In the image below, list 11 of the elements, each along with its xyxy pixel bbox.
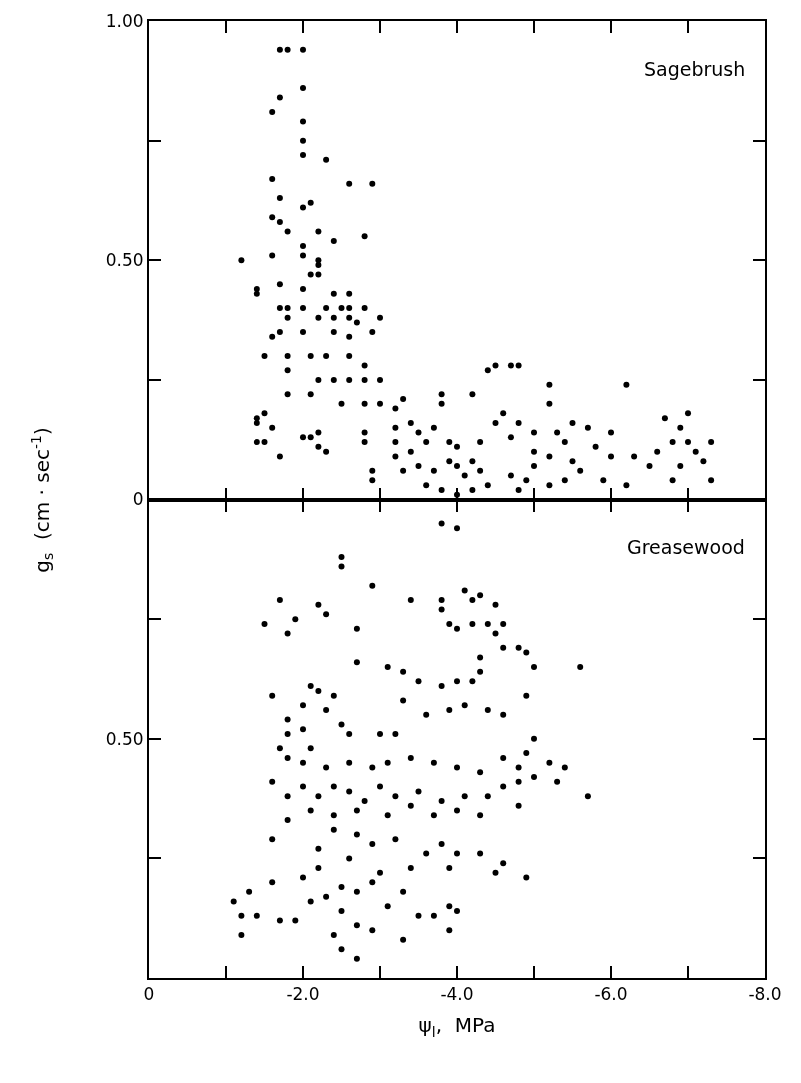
y-tick-label: 0.50 xyxy=(105,728,144,749)
y-tick-label: 0.50 xyxy=(105,250,144,271)
y-tick-label: 1.00 xyxy=(105,10,144,31)
annotation: Sagebrush xyxy=(644,58,746,80)
y-tick-label: 0 xyxy=(132,489,144,510)
x-tick-label: -4.0 xyxy=(440,984,474,1005)
x-tick-label: -6.0 xyxy=(594,984,628,1005)
x-tick-label: -8.0 xyxy=(748,984,782,1005)
x-tick-label: -2.0 xyxy=(286,984,320,1005)
annotation: Greasewood xyxy=(627,536,745,558)
x-axis-title: ψ$_{l}$, MPa xyxy=(418,1013,496,1040)
